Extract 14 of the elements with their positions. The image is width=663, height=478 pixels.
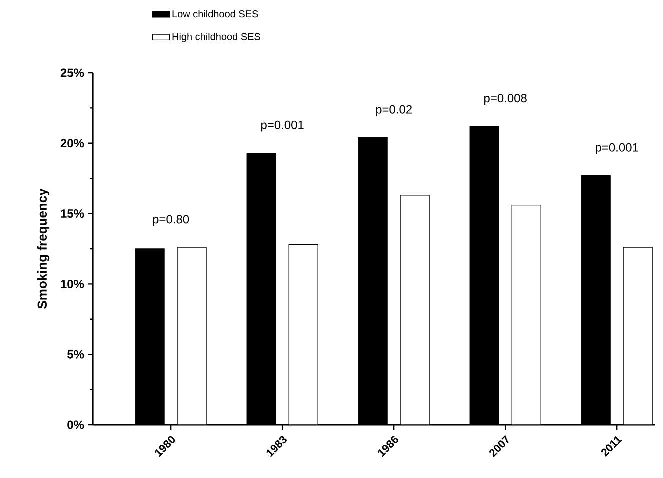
y-tick-label: 20% (60, 139, 84, 148)
y-tick-label: 25% (60, 68, 84, 78)
legend-label: Low childhood SES (172, 10, 258, 18)
annotation: p=0.008 (484, 94, 527, 105)
legend-label: High childhood SES (172, 33, 260, 42)
annotation: p=0.80 (153, 215, 190, 226)
y-tick-label: 15% (61, 210, 84, 218)
y-tick-label: 0% (68, 420, 84, 430)
annotation: p=0.001 (596, 143, 638, 154)
annotation: p=0.001 (261, 120, 304, 132)
y-axis-title: Smoking frequency (37, 188, 50, 309)
y-tick-label: 5% (68, 350, 84, 359)
annotation: p=0.02 (376, 105, 412, 116)
y-tick-label: 10% (61, 280, 84, 288)
